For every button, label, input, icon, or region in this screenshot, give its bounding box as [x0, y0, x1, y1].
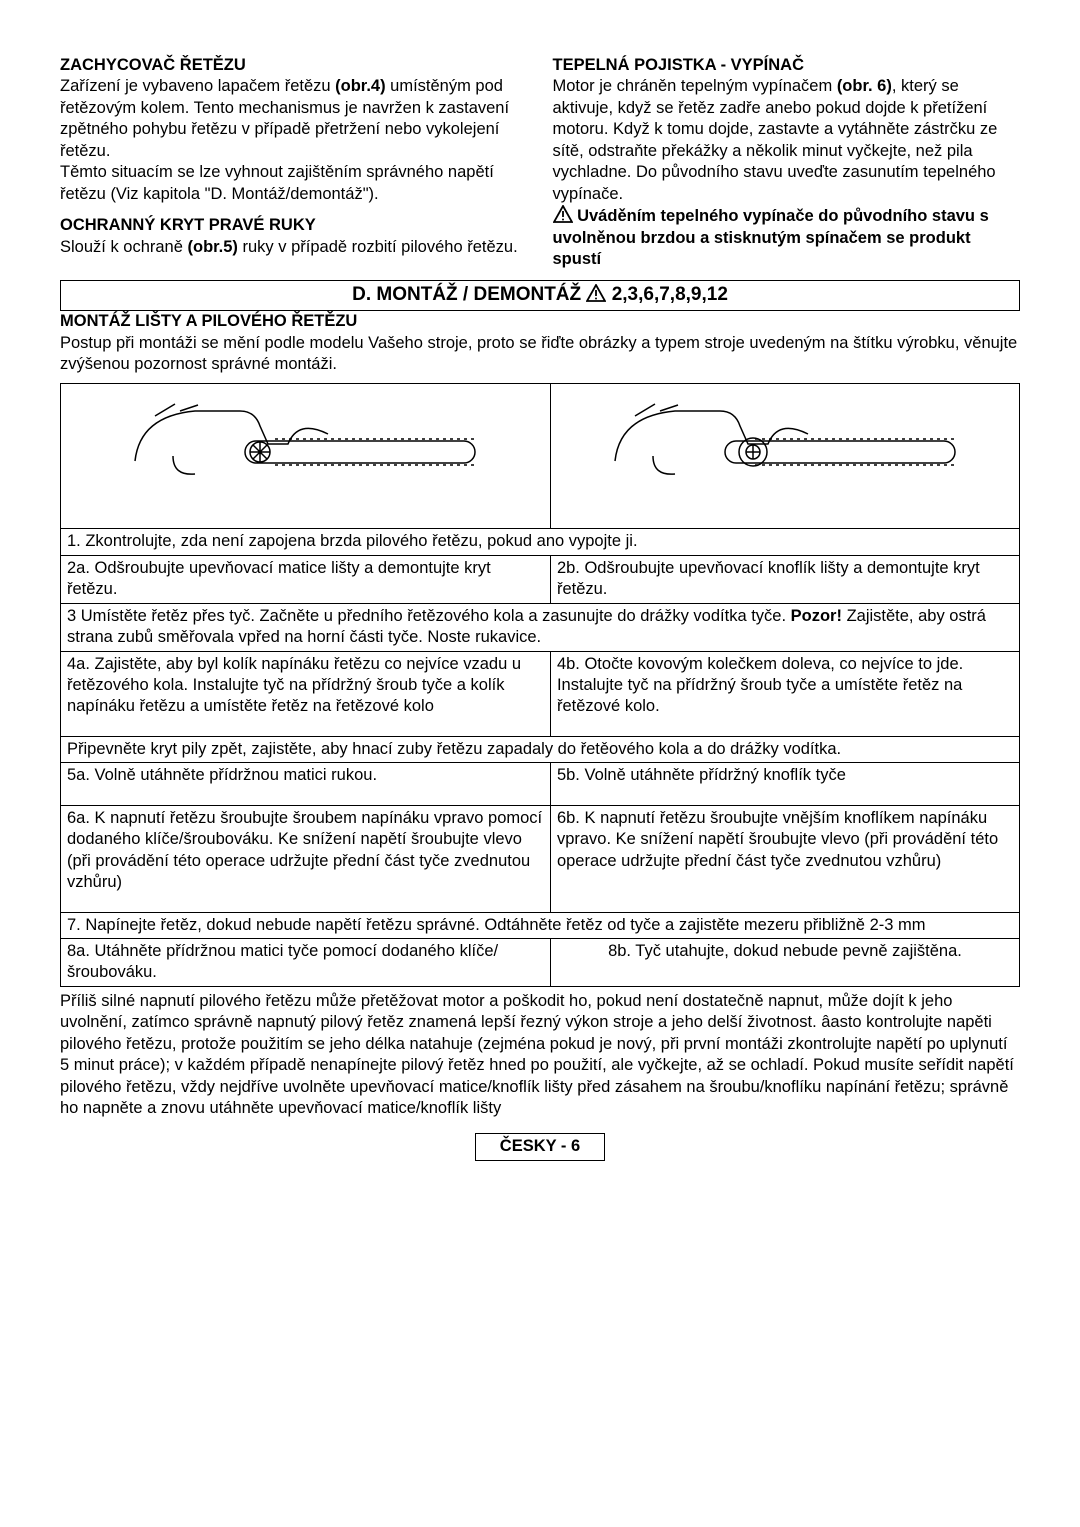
row-6b: 6b. K napnutí řetězu šroubujte vnějším k… [550, 805, 1019, 912]
final-paragraph: Příliš silné napnutí pilového řetězu můž… [60, 991, 1020, 1120]
para-right-1: Motor je chráněn tepelným vypínačem (obr… [553, 76, 1021, 205]
para-left-1: Zařízení je vybaveno lapačem řetězu (obr… [60, 76, 528, 162]
row-5a: 5a. Volně utáhněte přídržnou matici ruko… [61, 763, 551, 805]
text: Motor je chráněn tepelným vypínačem [553, 77, 837, 95]
text: Uváděním tepelného vypínače do původního… [553, 207, 989, 268]
assembly-table: 1. Zkontrolujte, zda není zapojena brzda… [60, 383, 1020, 986]
text: Zařízení je vybaveno lapačem řetězu [60, 77, 335, 95]
fig-ref: (obr.5) [188, 238, 238, 256]
section-d-title-box: D. MONTÁŽ / DEMONTÁŽ 2,3,6,7,8,9,12 [60, 280, 1020, 311]
upper-columns: ZACHYCOVAČ ŘETĚZU Zařízení je vybaveno l… [60, 55, 1020, 270]
row-4b: 4b. Otočte kovovým kolečkem doleva, co n… [550, 651, 1019, 736]
chainsaw-diagram-a [125, 386, 485, 496]
heading-tepelna: TEPELNÁ POJISTKA - VYPÍNAČ [553, 55, 1021, 76]
page-number: ČESKY - 6 [475, 1133, 605, 1160]
warning-icon [586, 284, 606, 302]
row-5b: 5b. Volně utáhněte přídržný knoflík tyče [550, 763, 1019, 805]
title-text-b: 2,3,6,7,8,9,12 [612, 284, 728, 305]
right-column: TEPELNÁ POJISTKA - VYPÍNAČ Motor je chrá… [553, 55, 1021, 270]
row-8b: 8b. Tyč utahujte, dokud nebude pevně zaj… [550, 938, 1019, 986]
warning-icon [553, 205, 573, 223]
row-2b: 2b. Odšroubujte upevňovací knoflík lišty… [550, 555, 1019, 603]
text: ruky v případě rozbití pilového řetězu. [238, 238, 518, 256]
image-cell-right [550, 384, 1019, 529]
para-left-2: Těmto situacím se lze vyhnout zajištěním… [60, 162, 528, 205]
heading-ochranny: OCHRANNÝ KRYT PRAVÉ RUKY [60, 215, 528, 236]
row-3: 3 Umístěte řetěz přes tyč. Začněte u pře… [61, 603, 1020, 651]
para-left-3: Slouží k ochraně (obr.5) ruky v případě … [60, 237, 528, 258]
title-text-a: D. MONTÁŽ / DEMONTÁŽ [352, 284, 586, 305]
row-7: 7. Napínejte řetěz, dokud nebude napětí … [61, 912, 1020, 938]
row-6a: 6a. K napnutí řetězu šroubujte šroubem n… [61, 805, 551, 912]
fig-ref: (obr. 6) [837, 77, 892, 95]
row-4a: 4a. Zajistěte, aby byl kolík napínáku ře… [61, 651, 551, 736]
text: 3 Umístěte řetěz přes tyč. Začněte u pře… [67, 607, 791, 625]
chainsaw-diagram-b [605, 386, 965, 496]
text: , který se aktivuje, když se řetěz zadře… [553, 77, 998, 202]
para-right-2: Uváděním tepelného vypínače do původního… [553, 205, 1021, 270]
page-footer: ČESKY - 6 [60, 1133, 1020, 1160]
pozor: Pozor! [791, 607, 842, 625]
heading-zachycovac: ZACHYCOVAČ ŘETĚZU [60, 55, 528, 76]
row-2a: 2a. Odšroubujte upevňovací matice lišty … [61, 555, 551, 603]
image-cell-left [61, 384, 551, 529]
fig-ref: (obr.4) [335, 77, 385, 95]
left-column: ZACHYCOVAČ ŘETĚZU Zařízení je vybaveno l… [60, 55, 528, 270]
row-8a: 8a. Utáhněte přídržnou matici tyče pomoc… [61, 938, 551, 986]
subheading-montaz: MONTÁŽ LIŠTY A PILOVÉHO ŘETĚZU [60, 311, 1020, 332]
intro-text: Postup při montáži se mění podle modelu … [60, 333, 1020, 376]
text: Slouží k ochraně [60, 238, 188, 256]
row-5: Připevněte kryt pily zpět, zajistěte, ab… [61, 736, 1020, 762]
row-1: 1. Zkontrolujte, zda není zapojena brzda… [61, 529, 1020, 555]
